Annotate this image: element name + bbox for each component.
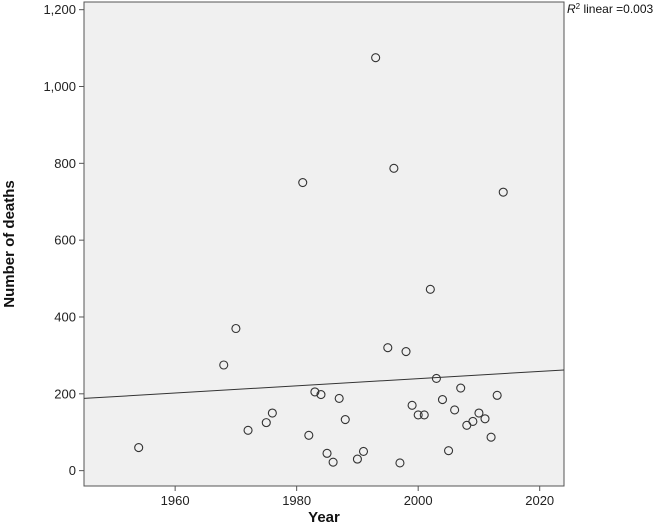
data-point [450, 405, 460, 415]
r-squared-superscript: 2 [576, 2, 581, 11]
data-point [444, 446, 454, 456]
data-point [334, 393, 344, 403]
data-point [310, 387, 320, 397]
data-point [358, 446, 369, 456]
data-point [261, 418, 271, 428]
x-tick-label: 1980 [282, 493, 311, 508]
data-point [231, 323, 241, 334]
data-point [371, 53, 381, 63]
x-axis-title: Year [308, 509, 340, 526]
data-point [267, 408, 277, 418]
fit-line [83, 369, 565, 399]
y-axis-title: Number of deaths [1, 180, 18, 308]
data-point [304, 430, 314, 440]
data-point [383, 343, 393, 353]
data-point [474, 408, 484, 418]
data-point [419, 410, 429, 420]
x-axis: 1960 1980 2000 2020 [161, 486, 554, 508]
y-tick-label: 0 [69, 463, 76, 478]
data-points [134, 53, 508, 468]
data-point [316, 390, 326, 400]
r-squared-annotation: R2 linear =0.003 [567, 2, 654, 16]
data-point [352, 454, 362, 464]
data-point [456, 383, 466, 393]
data-point [425, 284, 435, 294]
x-tick-label: 1960 [161, 493, 190, 508]
data-point [492, 390, 502, 400]
y-tick-label: 800 [54, 156, 76, 171]
data-point [134, 443, 144, 453]
data-point [340, 414, 350, 425]
x-tick-label: 2000 [404, 493, 433, 508]
x-tick-label: 2020 [525, 493, 554, 508]
data-point [243, 425, 253, 435]
data-point [437, 395, 448, 405]
data-point [328, 457, 338, 467]
y-tick-label: 400 [54, 309, 76, 324]
data-point [486, 432, 496, 442]
data-point [298, 177, 308, 188]
data-point [407, 400, 417, 410]
data-point [480, 414, 490, 424]
data-point [322, 448, 332, 458]
plot-area [83, 1, 565, 487]
y-tick-label: 1,000 [43, 79, 76, 94]
y-tick-label: 200 [54, 386, 76, 401]
data-point [431, 373, 441, 383]
data-point [389, 163, 399, 173]
data-point [395, 458, 405, 468]
data-point [401, 347, 411, 357]
y-tick-label: 600 [54, 233, 76, 248]
data-point [498, 187, 508, 197]
data-point [468, 416, 478, 427]
r-squared-symbol: R [567, 2, 576, 16]
data-point [413, 410, 423, 420]
y-axis: 0 200 400 600 800 1,000 1,200 [43, 2, 84, 478]
data-point [219, 360, 229, 370]
y-tick-label: 1,200 [43, 2, 76, 17]
r-squared-text: linear =0.003 [580, 2, 653, 16]
